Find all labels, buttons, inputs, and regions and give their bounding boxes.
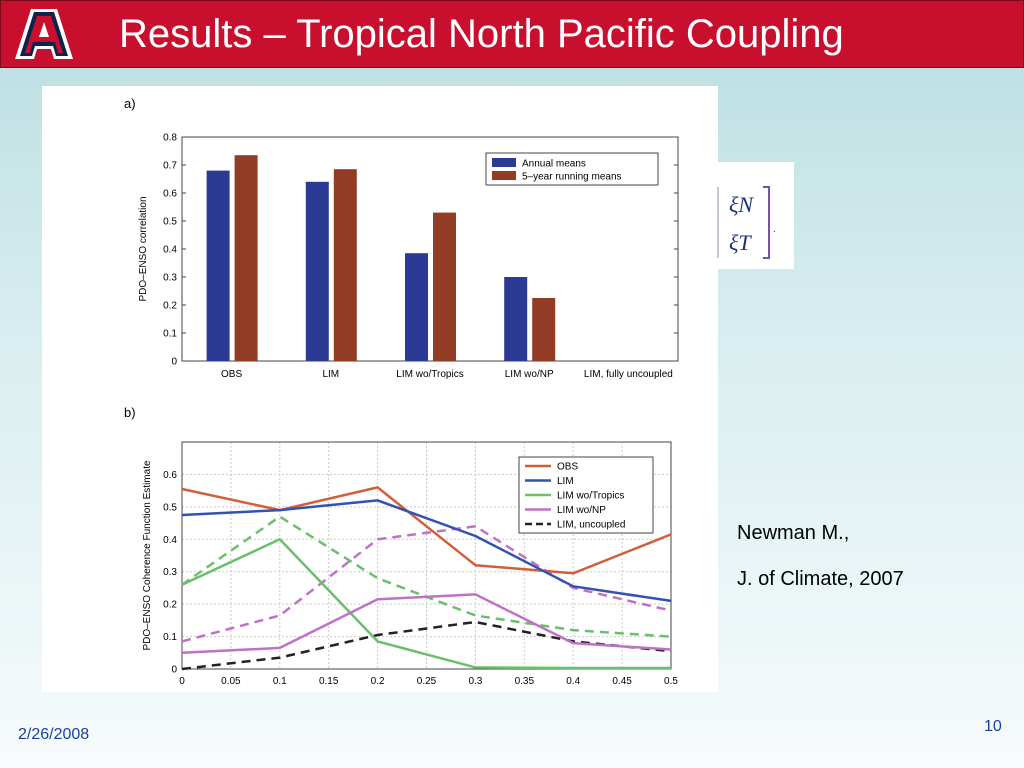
panel-a-bar — [206, 170, 230, 361]
panel-a-bar — [405, 253, 428, 361]
panel-b-ytick-label: 0.1 — [163, 632, 177, 643]
panel-b-xtick-label: 0.1 — [273, 676, 287, 687]
panel-a-bar — [333, 169, 357, 361]
panel-b-xtick-label: 0.25 — [417, 676, 437, 687]
panel-a-ytick-label: 0.6 — [163, 189, 177, 200]
panel-b-xtick-label: 0.15 — [319, 676, 339, 687]
panel-a-ytick-label: 0 — [171, 357, 177, 368]
panel-a-legend-label: 5–year running means — [522, 172, 622, 183]
panel-b-ytick-label: 0.6 — [163, 470, 177, 481]
panel-b-series-line — [181, 499, 672, 603]
panel-b-series-line — [181, 593, 672, 655]
panel-a-label: a) — [124, 96, 136, 111]
equation-snippet: ξN ξT . — [715, 162, 794, 269]
panel-b-ytick-label: 0.2 — [163, 600, 177, 611]
slide-date: 2/26/2008 — [18, 726, 90, 743]
panel-b-ytick-label: 0.3 — [163, 567, 177, 578]
panel-b-xtick-label: 0.3 — [468, 676, 482, 687]
panel-a-category-label: LIM wo/Tropics — [396, 369, 463, 380]
citation-author: Newman M., — [737, 522, 850, 544]
panel-a-ytick-label: 0.3 — [163, 273, 177, 284]
panel-b-ytick-label: 0.4 — [163, 535, 177, 546]
panel-a-bar — [532, 298, 556, 361]
title-bar: Results – Tropical North Pacific Couplin… — [0, 0, 1024, 68]
panel-b-xtick-label: 0.35 — [515, 676, 535, 687]
slide-title: Results – Tropical North Pacific Couplin… — [119, 12, 844, 56]
panel-a-ylabel: PDO–ENSO correlation — [138, 196, 149, 301]
panel-b-label: b) — [124, 405, 136, 420]
panel-a-ytick-label: 0.7 — [163, 161, 177, 172]
panel-a-bar — [504, 277, 528, 361]
panel-b-series-line — [181, 525, 672, 643]
page-number: 10 — [984, 718, 1002, 735]
panel-b-legend-label: LIM — [557, 476, 574, 487]
logo-counter — [39, 22, 49, 37]
panel-b-xtick-label: 0.4 — [566, 676, 580, 687]
university-logo-icon — [15, 9, 73, 59]
citation: Newman M., J. of Climate, 2007 — [737, 520, 904, 612]
panel-b-series-line — [181, 486, 672, 575]
panel-a-ytick-label: 0.1 — [163, 329, 177, 340]
panel-a-bar — [234, 155, 258, 361]
panel-b-frame — [181, 441, 672, 670]
panel-b-xtick-label: 0 — [179, 676, 185, 687]
panel-a-ytick-label: 0.4 — [163, 245, 177, 256]
panel-a-bar — [433, 212, 456, 361]
panel-a-category-label: LIM, fully uncoupled — [584, 369, 673, 380]
svg-text:.: . — [773, 224, 776, 235]
panel-a-bar — [305, 181, 329, 361]
panel-b-legend-label: LIM, uncoupled — [557, 520, 625, 531]
equation-graphic: ξN ξT . — [717, 186, 776, 259]
equation-row1: ξN — [729, 192, 754, 217]
equation-row2: ξT — [729, 230, 752, 255]
panel-b-series-line — [181, 538, 671, 670]
panel-a-category-label: OBS — [221, 369, 242, 380]
panel-b-legend-label: LIM wo/Tropics — [557, 491, 624, 502]
panel-a-category-label: LIM wo/NP — [505, 369, 554, 380]
panel-a-ytick-label: 0.8 — [163, 133, 177, 144]
panel-b-xtick-label: 0.2 — [371, 676, 385, 687]
panel-a-legend-label: Annual means — [522, 159, 586, 170]
panel-b-ytick-label: 0 — [171, 665, 177, 676]
panel-b-xtick-label: 0.5 — [664, 676, 678, 687]
chart-figure: a) 0 0.1 0.2 0.3 0.4 0.5 0.6 0.7 0.8 PDO–ENSO corr… — [124, 96, 679, 687]
citation-journal: J. of Climate, 2007 — [737, 568, 904, 590]
panel-b-legend-label: LIM wo/NP — [557, 505, 606, 516]
panel-b-ytick-label: 0.5 — [163, 502, 177, 513]
panel-a-ytick-label: 0.5 — [163, 217, 177, 228]
panel-a-legend-swatch — [492, 171, 516, 180]
panel-a-ytick-label: 0.2 — [163, 301, 177, 312]
panel-a-legend-swatch — [492, 158, 516, 167]
figure-panel: a) 0 0.1 0.2 0.3 0.4 0.5 0.6 0.7 0.8 PDO–ENSO corr… — [42, 86, 718, 692]
panel-b-ylabel: PDO–ENSO Coherence Function Estimate — [142, 460, 153, 651]
panel-b-xtick-label: 0.45 — [612, 676, 632, 687]
panel-b-xtick-label: 0.05 — [221, 676, 241, 687]
panel-a-category-label: LIM — [322, 369, 339, 380]
panel-b-legend-label: OBS — [557, 462, 578, 473]
